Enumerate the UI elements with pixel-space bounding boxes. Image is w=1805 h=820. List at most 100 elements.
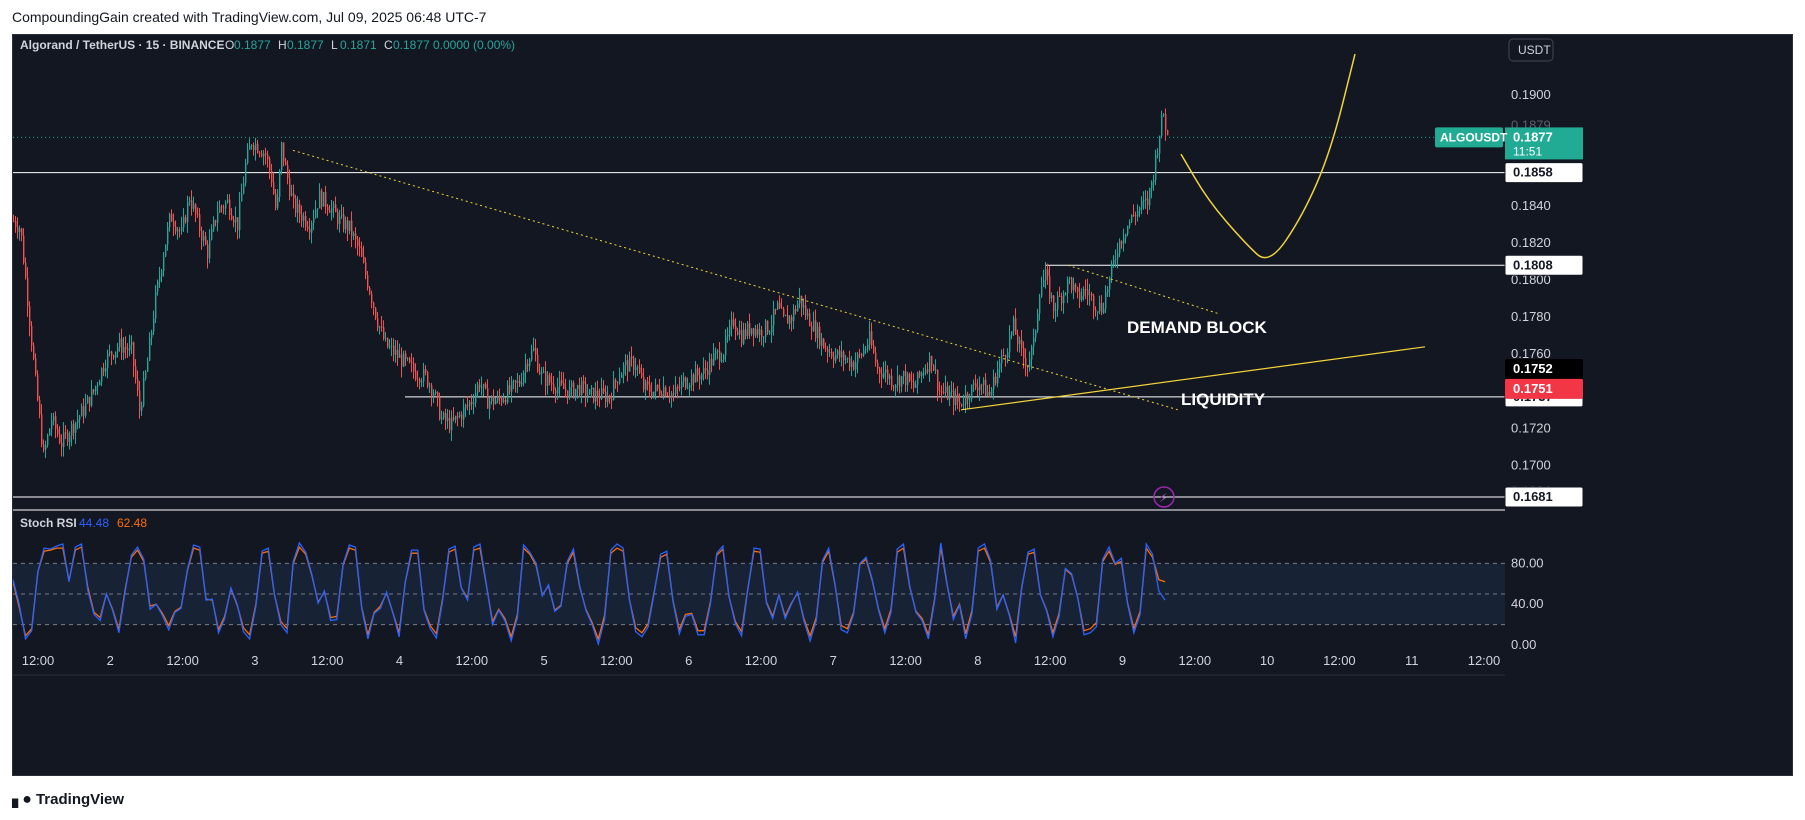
candle-body [1101,303,1103,313]
trading-chart[interactable]: DEMAND BLOCK LIQUIDITY 0.1900 0.1840 0.1820 0… [13,35,1792,775]
candle-body [127,348,129,351]
candle-body [887,369,889,379]
ohlc-change: 0.0000 (0.00%) [433,38,515,52]
candle-body [117,347,119,352]
candle-body [375,307,377,319]
candle-body [843,351,845,361]
ohlc-key-L: L [331,38,338,52]
candle-body [833,356,835,361]
candle-body [907,373,909,386]
candle-body [405,353,407,359]
stoch-legend-title[interactable]: Stoch RSI [20,516,77,530]
candle-body [531,350,533,360]
candle-body [265,153,267,155]
level-price-tag-black-box[interactable] [1505,359,1583,380]
candle-body [1079,291,1081,300]
candle-body [789,316,791,324]
candle-body [275,193,277,208]
candle-body [1025,358,1027,367]
tradingview-footer[interactable]: ▖● TradingView [12,789,124,809]
candle-body [1001,354,1003,363]
candle-body [737,331,739,335]
candle-body [955,394,957,406]
candle-body [267,154,269,160]
ascending-liquidity-trendline[interactable] [960,346,1426,411]
liquidity-label[interactable]: LIQUIDITY [1181,390,1266,409]
candle-body [791,316,793,322]
candle-body [477,384,479,393]
candle-body [1153,180,1155,182]
candle-body [569,386,571,398]
chart-frame[interactable]: DEMAND BLOCK LIQUIDITY 0.1900 0.1840 0.1820 0… [12,34,1793,776]
candle-body [239,201,241,231]
symbol-legend[interactable]: Algorand / TetherUS · 15 · BINANCE [20,38,224,52]
candle-body [413,363,415,372]
candle-body [1057,295,1059,310]
candle-body [269,159,271,171]
candle-body [705,368,707,371]
lightning-icon-glyph: ⚡ [1159,491,1167,505]
candle-body [519,380,521,385]
lightning-icon[interactable] [1153,486,1175,508]
candle-body [851,362,853,368]
candle-body [333,204,335,208]
candle-body [1109,277,1111,290]
candle-body [805,305,807,316]
candle-body [137,379,139,391]
time-axis-tick: 10 [1260,653,1274,668]
upper-descending-trendline[interactable] [1067,264,1219,314]
level-price-tag-1: 0.1808 [1513,257,1553,272]
candle-body [1097,311,1099,313]
candle-body [515,380,517,383]
candle-body [829,351,831,353]
candle-body [875,352,877,363]
candle-body [361,248,363,257]
projected-price-path[interactable] [1180,53,1356,259]
candle-body [381,326,383,328]
level-price-tag-red-box[interactable] [1505,378,1583,399]
candle-body [595,390,597,402]
candle-body [213,220,215,230]
candle-body [47,435,49,446]
candle-body [163,256,165,271]
candle-body [1075,284,1077,288]
candle-body [85,403,87,416]
symbol-tag-box[interactable] [1435,127,1503,148]
candle-body [779,302,781,308]
candle-body [31,325,33,346]
candle-body [919,371,921,376]
currency-button[interactable] [1508,38,1554,62]
last-price-tag-box[interactable] [1505,127,1583,160]
ohlc-key-H: H [278,38,287,52]
demand-block-label[interactable]: DEMAND BLOCK [1127,318,1267,337]
candle-body [83,406,85,416]
candle-body [419,379,421,383]
candle-body [133,342,135,367]
candle-body [539,371,541,375]
candle-body [247,149,249,164]
chart-background [13,35,1792,775]
candle-body [119,338,121,348]
candle-body [969,398,971,400]
candle-body [141,405,143,411]
level-price-tag-3-box[interactable] [1504,486,1584,508]
level-price-tag-1-box[interactable] [1504,254,1584,276]
candle-body [455,415,457,420]
candle-body [409,358,411,363]
candle-body [1071,277,1073,291]
candle-body [1149,187,1151,206]
candle-body [251,145,253,147]
price-axis-tick: 0.1700 [1511,457,1551,472]
candle-body [305,216,307,227]
candle-body [871,331,873,346]
main-descending-trendline[interactable] [292,149,1179,411]
candle-body [725,336,727,356]
time-axis-tick: 8 [974,653,981,668]
candle-body [547,375,549,386]
candle-body [1023,348,1025,359]
stoch-series-K[interactable] [13,541,1166,647]
candle-body [353,233,355,237]
level-price-tag-0-box[interactable] [1504,162,1584,184]
candle-body [175,226,177,232]
candle-body [507,385,509,403]
